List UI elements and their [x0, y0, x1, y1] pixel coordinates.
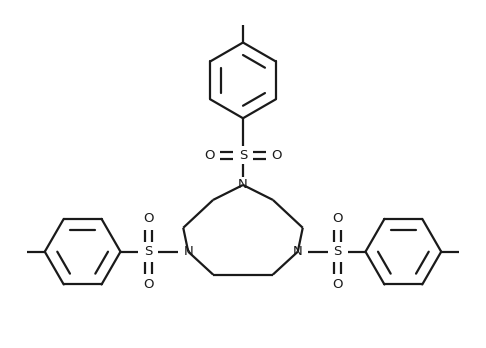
- Text: O: O: [143, 212, 154, 225]
- Text: N: N: [183, 245, 193, 258]
- Text: S: S: [333, 245, 342, 258]
- Text: O: O: [272, 149, 282, 161]
- Text: O: O: [204, 149, 214, 161]
- Text: S: S: [239, 149, 247, 161]
- Text: S: S: [144, 245, 153, 258]
- Text: O: O: [143, 278, 154, 291]
- Text: O: O: [332, 212, 343, 225]
- Text: N: N: [293, 245, 303, 258]
- Text: N: N: [238, 179, 248, 191]
- Text: O: O: [332, 278, 343, 291]
